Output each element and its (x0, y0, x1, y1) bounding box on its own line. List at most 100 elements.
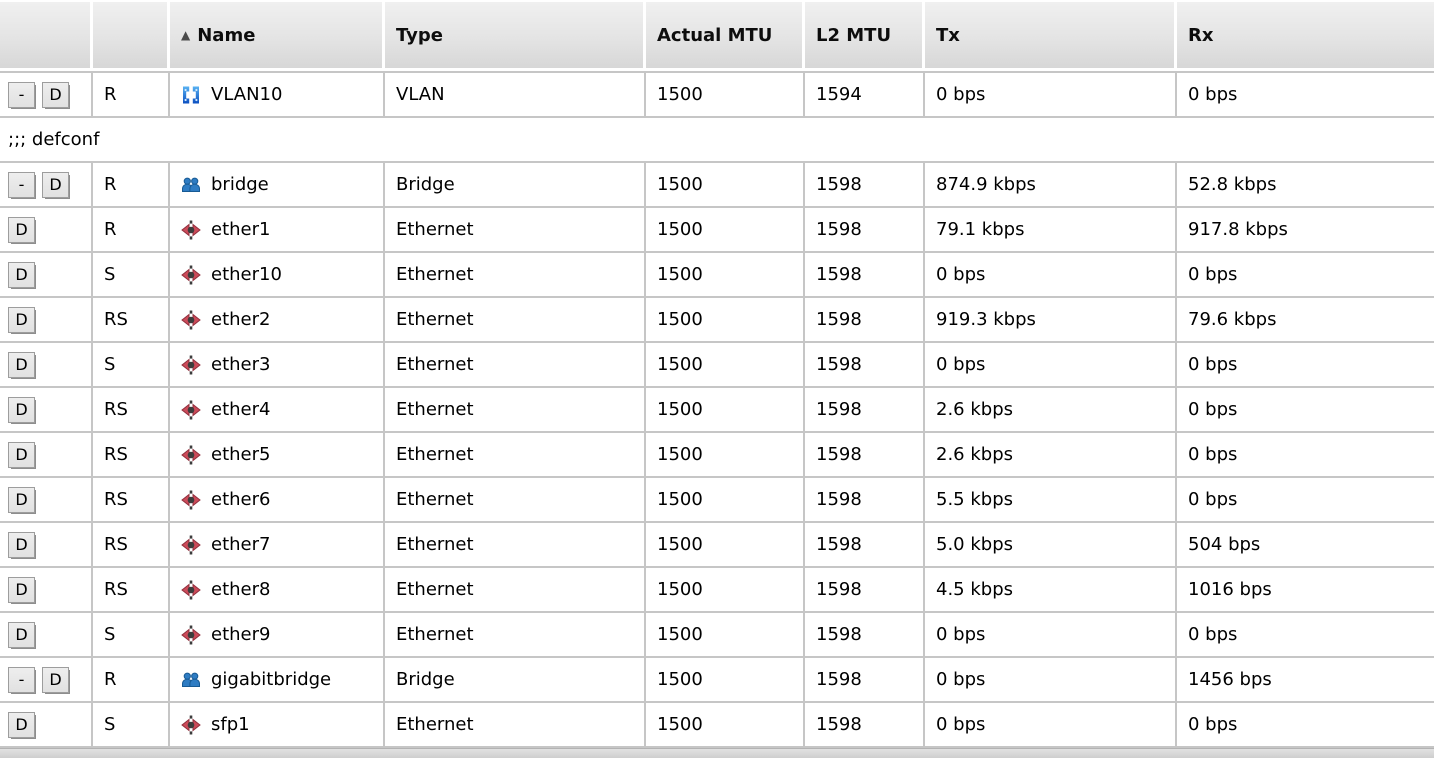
actual-mtu-cell: 1500 (646, 73, 805, 118)
disable-button[interactable]: D (8, 441, 35, 468)
column-header-block[interactable]: Type (385, 2, 643, 68)
row-actions-cell: D (0, 433, 93, 478)
disable-button[interactable]: D (8, 261, 35, 288)
ethernet-icon (181, 310, 201, 330)
disable-button[interactable]: D (8, 621, 35, 648)
interface-type-cell: Ethernet (385, 298, 646, 343)
column-header-type[interactable]: Type (385, 0, 646, 73)
interface-name-cell[interactable]: ether6 (170, 478, 385, 523)
column-header-block[interactable]: Actual MTU (646, 2, 802, 68)
interface-name-wrap[interactable]: ether5 (181, 444, 382, 465)
interface-row[interactable]: D RS ether5 Ethernet 1500 1598 2.6 kbps 0 bps (0, 433, 1434, 478)
column-header-block[interactable]: L2 MTU (805, 2, 922, 68)
interface-type-cell: Ethernet (385, 343, 646, 388)
horizontal-scrollbar-track[interactable] (0, 748, 1434, 758)
interface-name-wrap[interactable]: sfp1 (181, 714, 382, 735)
disable-button[interactable]: D (8, 531, 35, 558)
interface-name-cell[interactable]: ether4 (170, 388, 385, 433)
interface-name-wrap[interactable]: ether3 (181, 354, 382, 375)
interface-name-wrap[interactable]: ether1 (181, 219, 382, 240)
disable-button[interactable]: D (8, 351, 35, 378)
interface-name-wrap[interactable]: VLAN10 (181, 84, 382, 105)
interface-name-cell[interactable]: ether3 (170, 343, 385, 388)
bridge-icon (181, 670, 201, 690)
ethernet-icon (181, 355, 201, 375)
interface-name-wrap[interactable]: bridge (181, 174, 382, 195)
interface-row[interactable]: D RS ether4 Ethernet 1500 1598 2.6 kbps 0 bps (0, 388, 1434, 433)
l2-mtu-cell: 1598 (805, 298, 925, 343)
interface-name-cell[interactable]: gigabitbridge (170, 658, 385, 703)
tx-rate-cell: 0 bps (925, 73, 1177, 118)
interface-name-wrap[interactable]: ether9 (181, 624, 382, 645)
column-header-name[interactable]: ▲ Name (170, 0, 385, 73)
column-header-rx[interactable]: Rx (1177, 0, 1434, 73)
interface-name-wrap[interactable]: ether4 (181, 399, 382, 420)
disable-button[interactable]: D (8, 306, 35, 333)
interface-name-cell[interactable]: VLAN10 (170, 73, 385, 118)
row-actions-cell: D (0, 388, 93, 433)
disable-button[interactable]: D (42, 171, 69, 198)
interface-name-label: gigabitbridge (211, 669, 332, 690)
rx-rate-cell: 0 bps (1177, 433, 1434, 478)
interface-name-cell[interactable]: ether7 (170, 523, 385, 568)
interface-name-wrap[interactable]: ether10 (181, 264, 382, 285)
interface-row[interactable]: D RS ether8 Ethernet 1500 1598 4.5 kbps 1016 bp… (0, 568, 1434, 613)
interface-name-cell[interactable]: ether1 (170, 208, 385, 253)
interface-row[interactable]: D RS ether6 Ethernet 1500 1598 5.5 kbps 0 bps (0, 478, 1434, 523)
row-actions-cell: D (0, 298, 93, 343)
ethernet-icon (181, 580, 201, 600)
vlan-icon (181, 85, 201, 105)
comment-row[interactable]: ;;; defconf (0, 118, 1434, 163)
interface-name-cell[interactable]: ether8 (170, 568, 385, 613)
interface-name-wrap[interactable]: ether2 (181, 309, 382, 330)
disable-button[interactable]: D (8, 576, 35, 603)
interface-row[interactable]: D RS ether2 Ethernet 1500 1598 919.3 kbps 79.6 … (0, 298, 1434, 343)
disable-button[interactable]: D (8, 396, 35, 423)
tx-rate-cell: 0 bps (925, 658, 1177, 703)
rx-rate-cell: 79.6 kbps (1177, 298, 1434, 343)
column-header-l2_mtu[interactable]: L2 MTU (805, 0, 925, 73)
disable-button[interactable]: D (42, 81, 69, 108)
interface-name-label: bridge (211, 174, 269, 195)
interface-name-cell[interactable]: ether9 (170, 613, 385, 658)
interface-type-cell: VLAN (385, 73, 646, 118)
actual-mtu-cell: 1500 (646, 208, 805, 253)
interface-row[interactable]: D RS ether7 Ethernet 1500 1598 5.0 kbps 504 bps (0, 523, 1434, 568)
column-header-tx[interactable]: Tx (925, 0, 1177, 73)
ethernet-icon (181, 535, 201, 555)
interface-name-cell[interactable]: ether5 (170, 433, 385, 478)
disable-button[interactable]: D (8, 711, 35, 738)
column-header-block[interactable]: Rx (1177, 2, 1434, 68)
remove-button[interactable]: - (8, 81, 35, 108)
interface-name-cell[interactable]: sfp1 (170, 703, 385, 748)
disable-button[interactable]: D (8, 486, 35, 513)
interface-name-wrap[interactable]: gigabitbridge (181, 669, 382, 690)
interface-name-cell[interactable]: bridge (170, 163, 385, 208)
row-actions-cell: D (0, 523, 93, 568)
actual-mtu-cell: 1500 (646, 253, 805, 298)
disable-button[interactable]: D (42, 666, 69, 693)
interface-name-cell[interactable]: ether10 (170, 253, 385, 298)
remove-button[interactable]: - (8, 171, 35, 198)
column-header-block[interactable]: Tx (925, 2, 1174, 68)
interface-name-wrap[interactable]: ether6 (181, 489, 382, 510)
interface-name-wrap[interactable]: ether7 (181, 534, 382, 555)
disable-button[interactable]: D (8, 216, 35, 243)
column-header-block[interactable]: ▲ Name (170, 2, 382, 68)
interface-row[interactable]: - D R VLAN10 VLAN 1500 1594 0 bps 0 bps (0, 73, 1434, 118)
column-header-actual_mtu[interactable]: Actual MTU (646, 0, 805, 73)
interface-name-cell[interactable]: ether2 (170, 298, 385, 343)
remove-button[interactable]: - (8, 666, 35, 693)
interface-name-wrap[interactable]: ether8 (181, 579, 382, 600)
tx-rate-cell: 2.6 kbps (925, 388, 1177, 433)
column-header-label: Name (197, 24, 256, 46)
tx-rate-cell: 5.0 kbps (925, 523, 1177, 568)
interface-name-label: ether6 (211, 489, 271, 510)
